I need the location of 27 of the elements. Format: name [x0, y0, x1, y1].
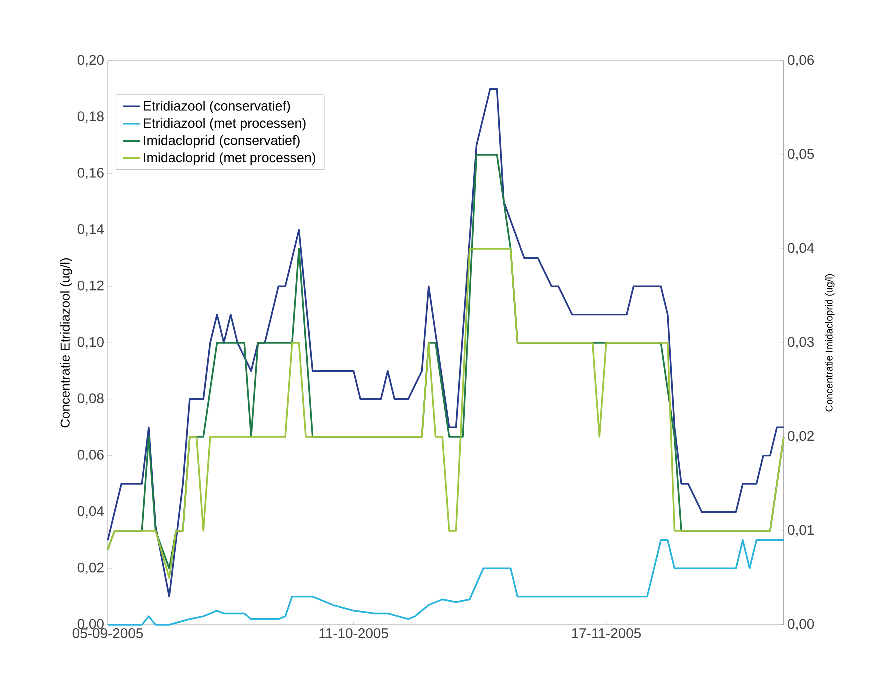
- y2-tick-label: 0,03: [788, 337, 814, 349]
- legend-label: Etridiazool (met processen): [144, 118, 306, 131]
- y-tick-label: 0,14: [78, 224, 104, 236]
- y-tick-label: 0,06: [78, 450, 104, 462]
- y-tick-label: 0,02: [78, 562, 104, 574]
- y2-tick-label: 0,00: [788, 619, 814, 631]
- y-tick-label: 0,10: [78, 337, 104, 349]
- y-tick-label: 0,16: [78, 168, 104, 180]
- y-tick-label: 0,08: [78, 394, 104, 406]
- y2-tick-label: 0,04: [788, 243, 814, 255]
- y-tick-label: 0,18: [78, 112, 104, 124]
- x-tick-label: 17-11-2005: [572, 628, 642, 638]
- y2-tick-label: 0,05: [788, 149, 814, 161]
- y2-tick-label: 0,06: [788, 55, 814, 67]
- x-tick-label: 05-09-2005: [72, 628, 144, 638]
- x-tick-label: 11-10-2005: [320, 628, 388, 638]
- legend-label: Imidacloprid (conservatief): [144, 135, 300, 148]
- y-tick-label: 0,20: [78, 55, 104, 67]
- y-tick-label: 0,04: [78, 506, 104, 518]
- y2-tick-label: 0,02: [788, 431, 814, 443]
- y2-axis-title: Concentratie Imidacloprid (ug/l): [826, 274, 835, 412]
- legend-label: Imidacloprid (met processen): [144, 152, 316, 166]
- y-axis-title: Concentratie Etridiazool (ug/l): [60, 258, 72, 428]
- legend-label: Etridiazool (conservatief): [144, 101, 290, 114]
- y-tick-label: 0,12: [78, 280, 104, 292]
- y-tick-label: 0,00: [78, 619, 104, 631]
- y2-tick-label: 0,01: [788, 525, 814, 537]
